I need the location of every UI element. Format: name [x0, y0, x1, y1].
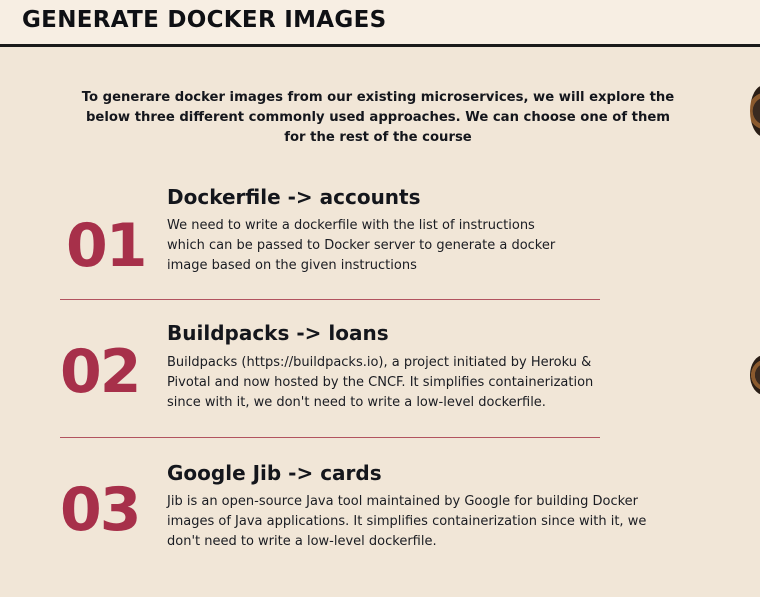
divider-1 — [60, 299, 600, 300]
intro-text: To generare docker images from our exist… — [81, 90, 675, 145]
item-desc-line: since with it, we don't need to write a … — [167, 395, 546, 410]
item-desc-line: Pivotal and now hosted by the CNCF. It s… — [167, 375, 594, 390]
item-number-03: 03 — [60, 475, 141, 545]
slide-title: GENERATE DOCKER IMAGES — [22, 7, 387, 33]
item-desc-02: Buildpacks (https://buildpacks.io), a pr… — [167, 353, 593, 413]
item-desc-line: Buildpacks (https://buildpacks.io), a pr… — [167, 355, 592, 370]
divider-2 — [60, 437, 600, 438]
item-desc-line: images of Java applications. It simplifi… — [167, 514, 647, 529]
item-desc-line: which can be passed to Docker server to … — [167, 238, 556, 253]
item-title-03: Google Jib -> cards — [167, 461, 382, 485]
decorative-circle-icon — [750, 85, 760, 137]
item-number-01: 01 — [66, 211, 147, 281]
item-title-01: Dockerfile -> accounts — [167, 185, 421, 209]
decorative-circle-icon — [750, 355, 760, 395]
item-title-02: Buildpacks -> loans — [167, 321, 389, 345]
item-desc-line: don't need to write a low-level dockerfi… — [167, 534, 437, 549]
slide-header: GENERATE DOCKER IMAGES — [0, 0, 760, 47]
item-number-02: 02 — [60, 337, 141, 407]
item-desc-line: image based on the given instructions — [167, 258, 417, 273]
item-desc-01: We need to write a dockerfile with the l… — [167, 216, 555, 276]
item-desc-03: Jib is an open-source Java tool maintain… — [167, 492, 646, 552]
item-desc-line: Jib is an open-source Java tool maintain… — [167, 494, 639, 509]
item-desc-line: We need to write a dockerfile with the l… — [167, 218, 535, 233]
